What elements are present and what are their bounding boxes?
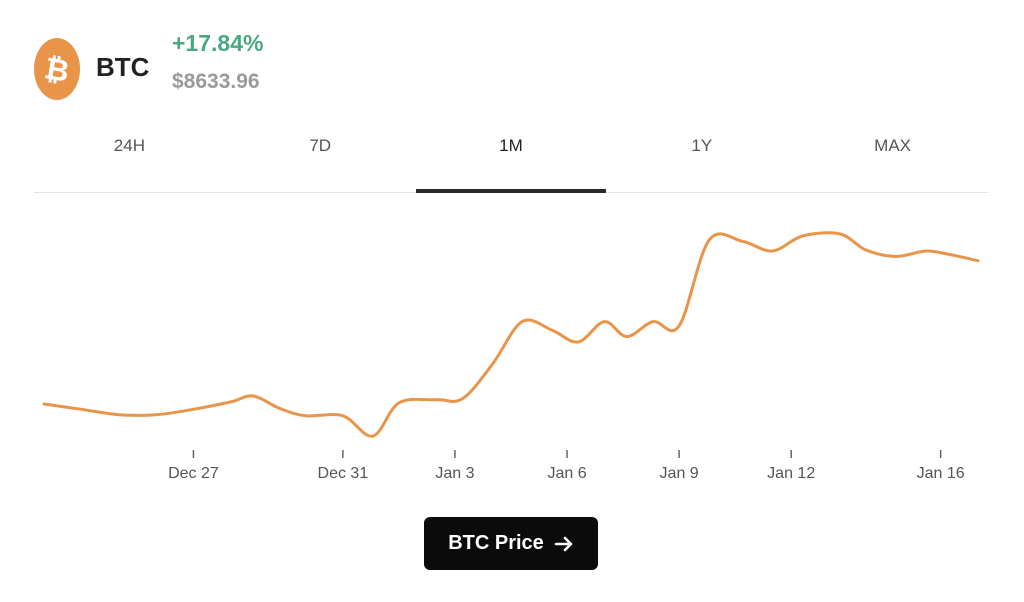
btc-price-button[interactable]: BTC Price — [424, 517, 598, 570]
asset-symbol: BTC — [96, 52, 150, 82]
x-tick-label: Jan 6 — [547, 465, 586, 482]
svg-text:₿: ₿ — [42, 52, 72, 89]
tab-7d[interactable]: 7D — [309, 136, 332, 155]
x-tick-label: Jan 9 — [660, 465, 699, 482]
x-tick-label: Dec 27 — [168, 465, 219, 482]
tab-24h[interactable]: 24H — [113, 136, 145, 155]
x-tick-label: Jan 12 — [767, 465, 815, 482]
current-price: $8633.96 — [172, 70, 260, 93]
tab-1m[interactable]: 1M — [415, 126, 607, 193]
x-tick-label: Jan 3 — [435, 465, 474, 482]
tab-1y[interactable]: 1Y — [691, 136, 713, 155]
price-line-series-0 — [42, 231, 980, 438]
x-tick-label: Dec 31 — [318, 465, 369, 482]
price-change: +17.84% — [172, 30, 264, 56]
arrow-right-icon — [554, 536, 573, 551]
asset-header: ₿ BTC +17.84% $8633.96 — [34, 30, 634, 110]
time-range-tabs: 24H 7D 1M 1Y MAX — [34, 126, 988, 193]
bitcoin-icon: ₿ — [34, 38, 80, 100]
btc-price-button-label: BTC Price — [448, 532, 544, 554]
x-tick-label: Jan 16 — [917, 465, 965, 482]
tab-max[interactable]: MAX — [874, 136, 911, 155]
